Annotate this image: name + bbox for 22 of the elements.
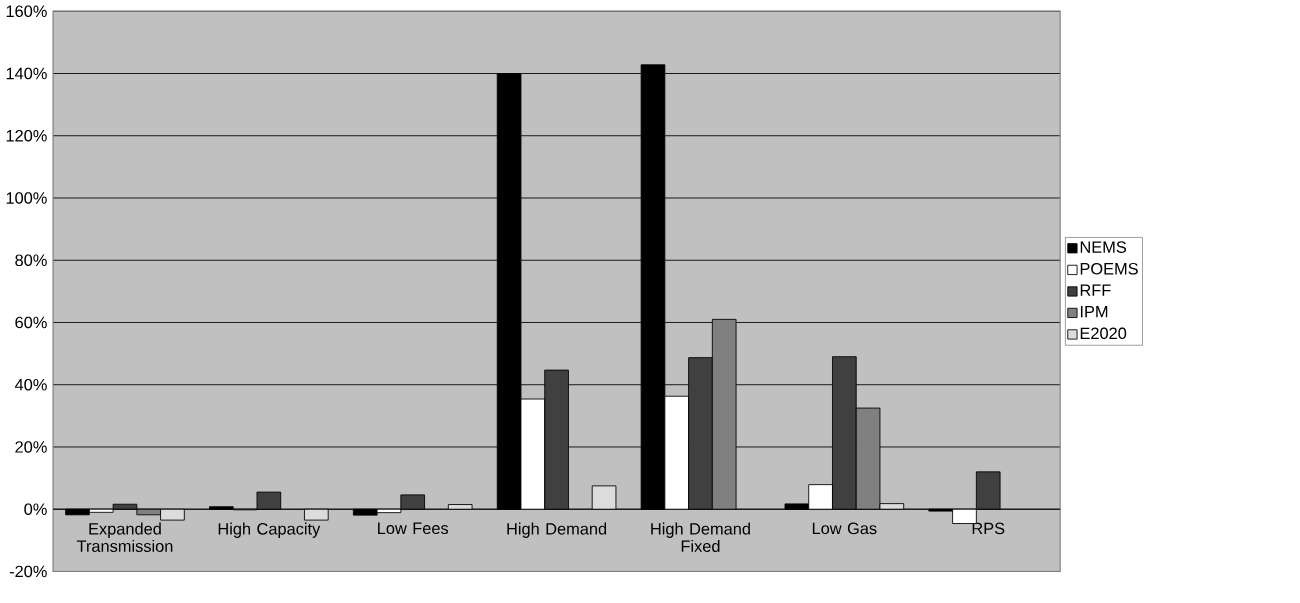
y-tick-label: 140% xyxy=(6,67,47,80)
legend-label: RFF xyxy=(1080,284,1111,297)
legend-label: NEMS xyxy=(1080,241,1127,254)
legend-label: E2020 xyxy=(1080,327,1127,340)
x-tick-label: Low Fees xyxy=(378,522,449,535)
y-tick-label: 80% xyxy=(15,254,47,267)
x-tick-label: High Demand xyxy=(507,522,607,539)
legend-label: IPM xyxy=(1080,306,1108,318)
y-tick-label: -20% xyxy=(9,565,47,578)
y-tick-label: 60% xyxy=(15,316,47,329)
y-tick-label: 40% xyxy=(14,379,47,391)
x-tick-label: High Demand Fixed xyxy=(651,522,750,553)
y-tick-label: 160% xyxy=(6,5,47,18)
y-tick-label: 120% xyxy=(6,130,47,142)
x-tick-label: RPS xyxy=(972,522,1005,535)
y-tick-label: 100% xyxy=(6,192,47,204)
x-tick-label: High Capacity xyxy=(218,522,321,539)
y-tick-label: 20% xyxy=(15,441,47,453)
y-tick-label: 0% xyxy=(24,503,47,516)
x-tick-label: Expanded Transmission xyxy=(76,522,173,553)
x-tick-label: Low Gas xyxy=(812,522,877,535)
legend-label: POEMS xyxy=(1080,263,1138,275)
